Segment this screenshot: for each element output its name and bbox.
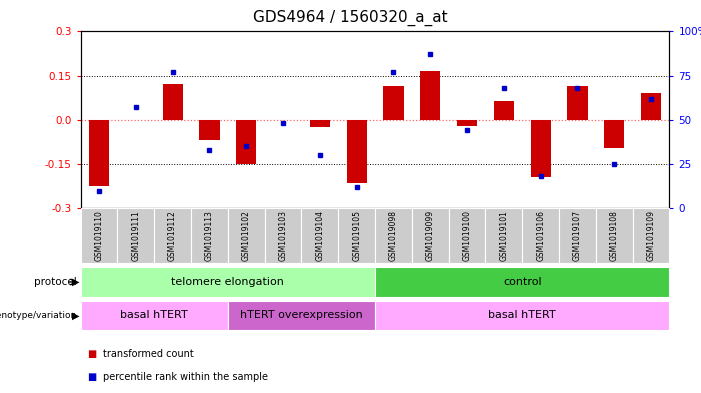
Text: ▶: ▶ [72,310,79,320]
Bar [81,208,118,263]
Text: GSM1019099: GSM1019099 [426,210,435,261]
Bar [567,86,587,120]
Bar [301,208,338,263]
Text: GSM1019105: GSM1019105 [352,210,361,261]
Bar [118,208,154,263]
Text: transformed count: transformed count [103,349,193,359]
Bar [228,208,265,263]
Text: GSM1019107: GSM1019107 [573,210,582,261]
Text: genotype/variation: genotype/variation [0,311,77,320]
Text: telomere elongation: telomere elongation [171,277,285,287]
Bar [81,301,228,330]
Bar [375,267,669,297]
Bar [522,208,559,263]
Text: GSM1019098: GSM1019098 [389,210,398,261]
Bar [191,208,228,263]
Bar [449,208,485,263]
Bar [632,208,669,263]
Text: GSM1019108: GSM1019108 [610,210,619,261]
Bar [81,267,375,297]
Bar [338,208,375,263]
Bar [163,84,183,120]
Bar [346,120,367,183]
Text: ■: ■ [88,349,97,359]
Text: control: control [503,277,542,287]
Text: hTERT overexpression: hTERT overexpression [240,310,363,320]
Bar [641,94,661,120]
Text: GSM1019110: GSM1019110 [95,210,104,261]
Text: GSM1019102: GSM1019102 [242,210,251,261]
Text: percentile rank within the sample: percentile rank within the sample [103,372,268,382]
Bar [494,101,514,120]
Bar [375,208,412,263]
Text: GSM1019109: GSM1019109 [646,210,655,261]
Bar [199,120,219,140]
Bar [383,86,404,120]
Bar [154,208,191,263]
Bar [420,71,440,120]
Text: GSM1019106: GSM1019106 [536,210,545,261]
Bar [310,120,330,127]
Text: GDS4964 / 1560320_a_at: GDS4964 / 1560320_a_at [253,10,448,26]
Text: ▶: ▶ [72,277,79,287]
Text: ■: ■ [88,372,97,382]
Bar [412,208,449,263]
Bar [559,208,596,263]
Bar [265,208,301,263]
Text: GSM1019113: GSM1019113 [205,210,214,261]
Text: GSM1019100: GSM1019100 [463,210,472,261]
Bar [604,120,625,148]
Text: GSM1019112: GSM1019112 [168,210,177,261]
Bar [228,301,375,330]
Text: GSM1019101: GSM1019101 [499,210,508,261]
Text: basal hTERT: basal hTERT [489,310,556,320]
Bar [531,120,551,177]
Text: GSM1019104: GSM1019104 [315,210,325,261]
Bar [89,120,109,186]
Text: GSM1019103: GSM1019103 [278,210,287,261]
Text: protocol: protocol [34,277,77,287]
Text: basal hTERT: basal hTERT [121,310,188,320]
Bar [457,120,477,126]
Bar [485,208,522,263]
Bar [596,208,632,263]
Bar [236,120,257,164]
Bar [375,301,669,330]
Text: GSM1019111: GSM1019111 [131,210,140,261]
